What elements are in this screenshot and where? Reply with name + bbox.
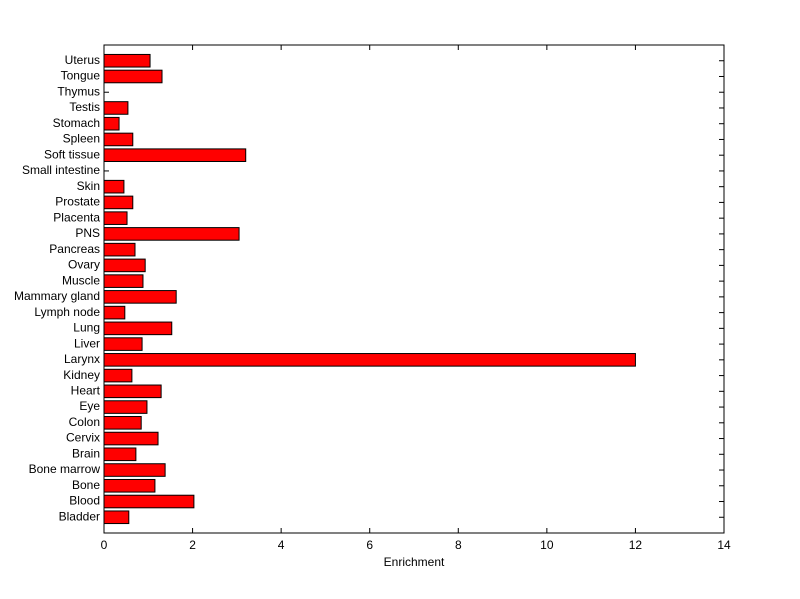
y-tick-label: Small intestine: [22, 163, 100, 177]
bar: [103, 463, 166, 477]
x-tick-label: 10: [540, 538, 554, 552]
bar: [103, 195, 134, 210]
y-tick-label: Placenta: [53, 210, 100, 224]
y-tick-label: Liver: [74, 336, 100, 350]
bar: [103, 258, 146, 273]
y-tick-label: PNS: [75, 226, 100, 240]
plot-area: [103, 44, 725, 534]
bar: [103, 494, 195, 509]
y-tick-label: Blood: [69, 494, 100, 508]
bar: [103, 290, 177, 304]
y-tick-label: Testis: [69, 100, 100, 114]
y-tick-label: Uterus: [65, 53, 100, 67]
x-tick-label: 4: [278, 538, 285, 552]
y-tick-label: Colon: [69, 415, 100, 429]
y-tick-label: Heart: [71, 383, 101, 397]
y-tick-label: Ovary: [68, 258, 100, 272]
bar: [103, 478, 156, 493]
x-tick-label: 2: [189, 538, 196, 552]
bar: [103, 337, 143, 351]
bar: [103, 148, 247, 162]
bar: [103, 132, 134, 147]
x-tick-label: 6: [366, 538, 373, 552]
x-tick-label: 8: [455, 538, 462, 552]
bar: [103, 242, 136, 257]
bar: [103, 416, 142, 430]
bar: [103, 384, 162, 399]
y-tick-label: Brain: [72, 446, 100, 460]
x-tick-label: 14: [717, 538, 731, 552]
bar: [103, 101, 129, 115]
y-tick-label: Lymph node: [34, 305, 100, 319]
y-tick-label: Eye: [79, 399, 100, 413]
y-tick-label: Spleen: [63, 132, 100, 146]
bar: [103, 211, 128, 225]
y-tick-label: Skin: [77, 179, 100, 193]
y-tick-label: Larynx: [64, 352, 100, 366]
y-tick-label: Thymus: [57, 84, 100, 98]
y-tick-label: Tongue: [61, 69, 101, 83]
y-tick-label: Soft tissue: [44, 147, 100, 161]
bar: [103, 305, 126, 320]
bar: [103, 227, 240, 241]
bar: [103, 69, 163, 84]
y-tick-label: Pancreas: [49, 242, 100, 256]
y-tick-label: Prostate: [55, 195, 100, 209]
bar: [103, 353, 636, 367]
y-tick-label: Muscle: [62, 273, 100, 287]
y-tick-label: Mammary gland: [14, 289, 100, 303]
bar: [103, 179, 125, 194]
y-tick-label: Bone: [72, 478, 100, 492]
y-tick-label: Bladder: [59, 509, 100, 523]
bar: [103, 53, 151, 68]
bar: [103, 431, 159, 446]
y-tick-label: Bone marrow: [29, 462, 101, 476]
bar: [103, 510, 130, 525]
y-tick-label: Kidney: [63, 368, 100, 382]
bar: [103, 400, 148, 414]
y-tick-label: Cervix: [66, 431, 100, 445]
y-tick-label: Stomach: [53, 116, 100, 130]
y-tick-label: Lung: [73, 321, 100, 335]
bar: [103, 274, 144, 288]
x-axis-label: Enrichment: [384, 555, 445, 569]
bar: [103, 447, 137, 462]
bar: [103, 116, 120, 131]
bar: [103, 321, 173, 336]
x-tick-label: 0: [101, 538, 108, 552]
x-tick-label: 12: [629, 538, 643, 552]
bar: [103, 368, 133, 383]
